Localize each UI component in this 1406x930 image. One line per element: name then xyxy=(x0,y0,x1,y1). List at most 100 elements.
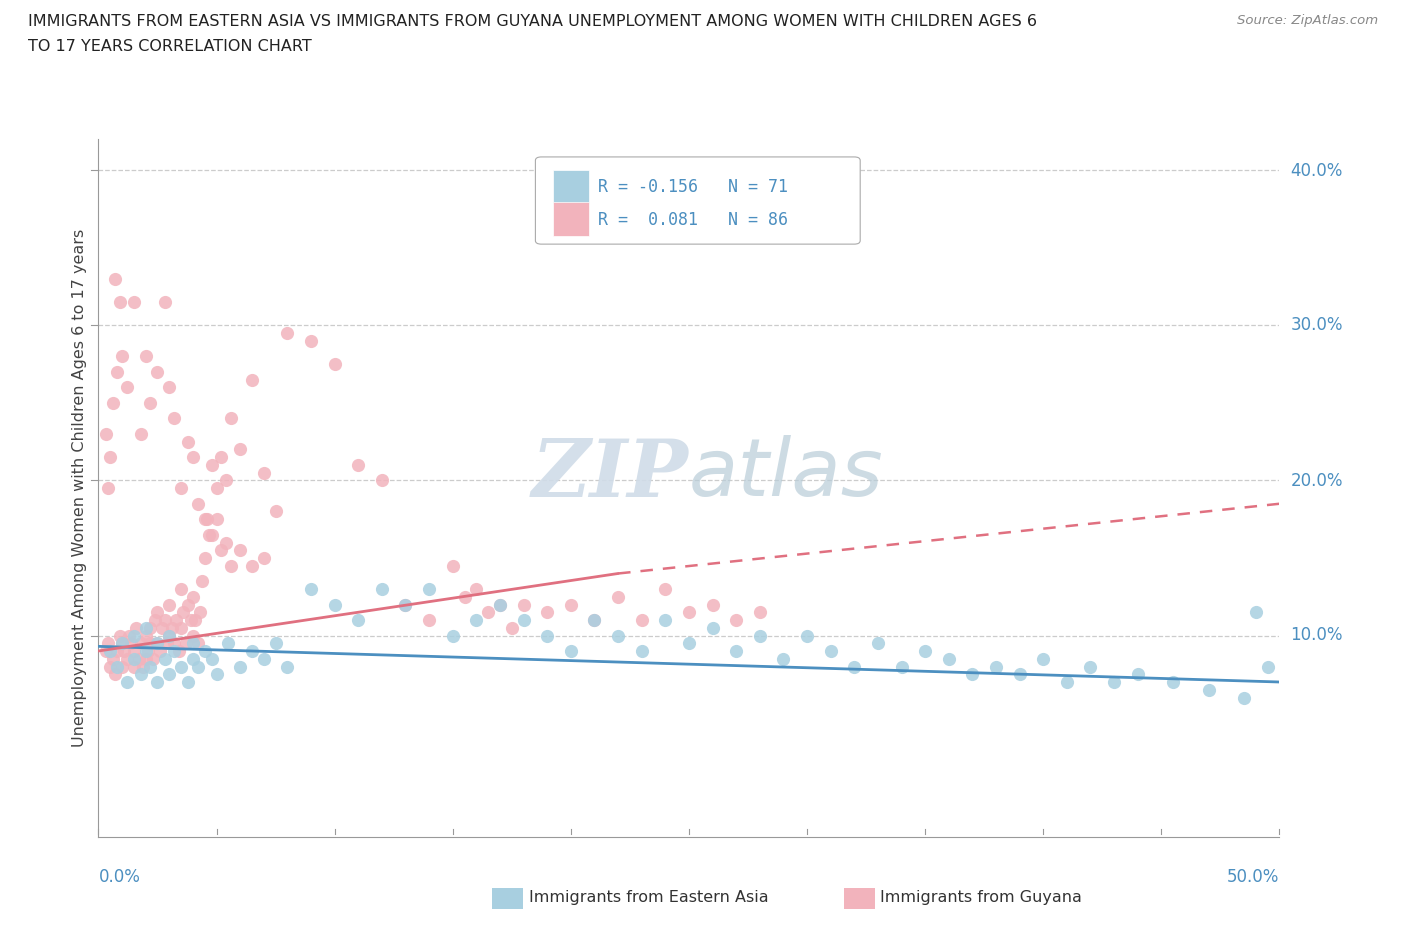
Point xyxy=(796,628,818,643)
Point xyxy=(501,620,523,635)
Point xyxy=(1257,659,1279,674)
Point xyxy=(125,620,148,635)
Point xyxy=(135,644,157,658)
Point xyxy=(371,581,394,596)
Point xyxy=(347,613,370,628)
Point xyxy=(104,272,127,286)
Point xyxy=(153,295,176,310)
Point xyxy=(198,527,221,542)
Point xyxy=(607,590,630,604)
Point xyxy=(512,597,534,612)
Point xyxy=(163,636,186,651)
Point xyxy=(371,473,394,488)
Text: 10.0%: 10.0% xyxy=(1291,627,1343,644)
Text: Immigrants from Guyana: Immigrants from Guyana xyxy=(880,890,1083,905)
Text: Source: ZipAtlas.com: Source: ZipAtlas.com xyxy=(1237,14,1378,27)
Point xyxy=(512,613,534,628)
Point xyxy=(174,636,197,651)
Point xyxy=(1161,674,1184,689)
Point xyxy=(165,613,187,628)
Point xyxy=(153,651,176,666)
Point xyxy=(187,636,209,651)
Point xyxy=(1102,674,1125,689)
Point xyxy=(170,620,193,635)
Point xyxy=(115,674,138,689)
Point xyxy=(132,659,155,674)
Point xyxy=(938,651,960,666)
Point xyxy=(170,481,193,496)
Point xyxy=(163,644,186,658)
Point xyxy=(153,613,176,628)
Point xyxy=(194,644,217,658)
Point xyxy=(914,644,936,658)
Point xyxy=(654,581,676,596)
Point xyxy=(163,411,186,426)
Point xyxy=(583,613,606,628)
Point xyxy=(465,581,488,596)
Point xyxy=(323,597,346,612)
Point xyxy=(177,434,200,449)
Point xyxy=(1008,667,1031,682)
Point xyxy=(108,628,131,643)
Text: Immigrants from Eastern Asia: Immigrants from Eastern Asia xyxy=(529,890,768,905)
Point xyxy=(177,597,200,612)
Point xyxy=(191,574,214,589)
Point xyxy=(219,558,242,573)
FancyBboxPatch shape xyxy=(536,157,860,245)
Point xyxy=(136,644,159,658)
Point xyxy=(112,644,135,658)
Point xyxy=(240,558,263,573)
Point xyxy=(276,659,298,674)
Point xyxy=(184,613,207,628)
Point xyxy=(122,659,145,674)
Point xyxy=(170,581,193,596)
Point xyxy=(678,604,700,619)
Point xyxy=(299,334,322,349)
Point xyxy=(157,380,180,395)
Point xyxy=(180,613,202,628)
Point xyxy=(477,604,499,619)
Point xyxy=(229,543,252,558)
Point xyxy=(139,659,162,674)
Point xyxy=(187,497,209,512)
Point xyxy=(181,450,204,465)
Point xyxy=(188,604,211,619)
Point xyxy=(276,326,298,340)
Point xyxy=(418,581,440,596)
Point xyxy=(146,365,169,379)
Point xyxy=(264,504,287,519)
Point xyxy=(984,659,1007,674)
Point xyxy=(702,597,724,612)
Point xyxy=(146,674,169,689)
Point xyxy=(229,442,252,457)
Point xyxy=(219,411,242,426)
Point xyxy=(748,628,770,643)
Point xyxy=(177,674,200,689)
Point xyxy=(453,590,475,604)
Point xyxy=(118,628,141,643)
Point xyxy=(172,604,194,619)
Point xyxy=(394,597,416,612)
Point xyxy=(139,636,162,651)
Point xyxy=(115,651,138,666)
Point xyxy=(583,613,606,628)
Point xyxy=(135,651,157,666)
Point xyxy=(157,667,180,682)
Text: 20.0%: 20.0% xyxy=(1291,472,1343,489)
Point xyxy=(167,644,190,658)
Point xyxy=(187,659,209,674)
Text: R = -0.156   N = 71: R = -0.156 N = 71 xyxy=(598,178,787,196)
Point xyxy=(157,597,180,612)
Text: ZIP: ZIP xyxy=(531,435,689,513)
Point xyxy=(820,644,842,658)
Point xyxy=(229,659,252,674)
Text: IMMIGRANTS FROM EASTERN ASIA VS IMMIGRANTS FROM GUYANA UNEMPLOYMENT AMONG WOMEN : IMMIGRANTS FROM EASTERN ASIA VS IMMIGRAN… xyxy=(28,14,1038,29)
Point xyxy=(181,651,204,666)
Point xyxy=(217,636,239,651)
Point xyxy=(1198,683,1220,698)
Point xyxy=(725,613,748,628)
Point xyxy=(194,512,217,526)
Point xyxy=(105,644,128,658)
Point xyxy=(122,651,145,666)
Point xyxy=(215,473,238,488)
